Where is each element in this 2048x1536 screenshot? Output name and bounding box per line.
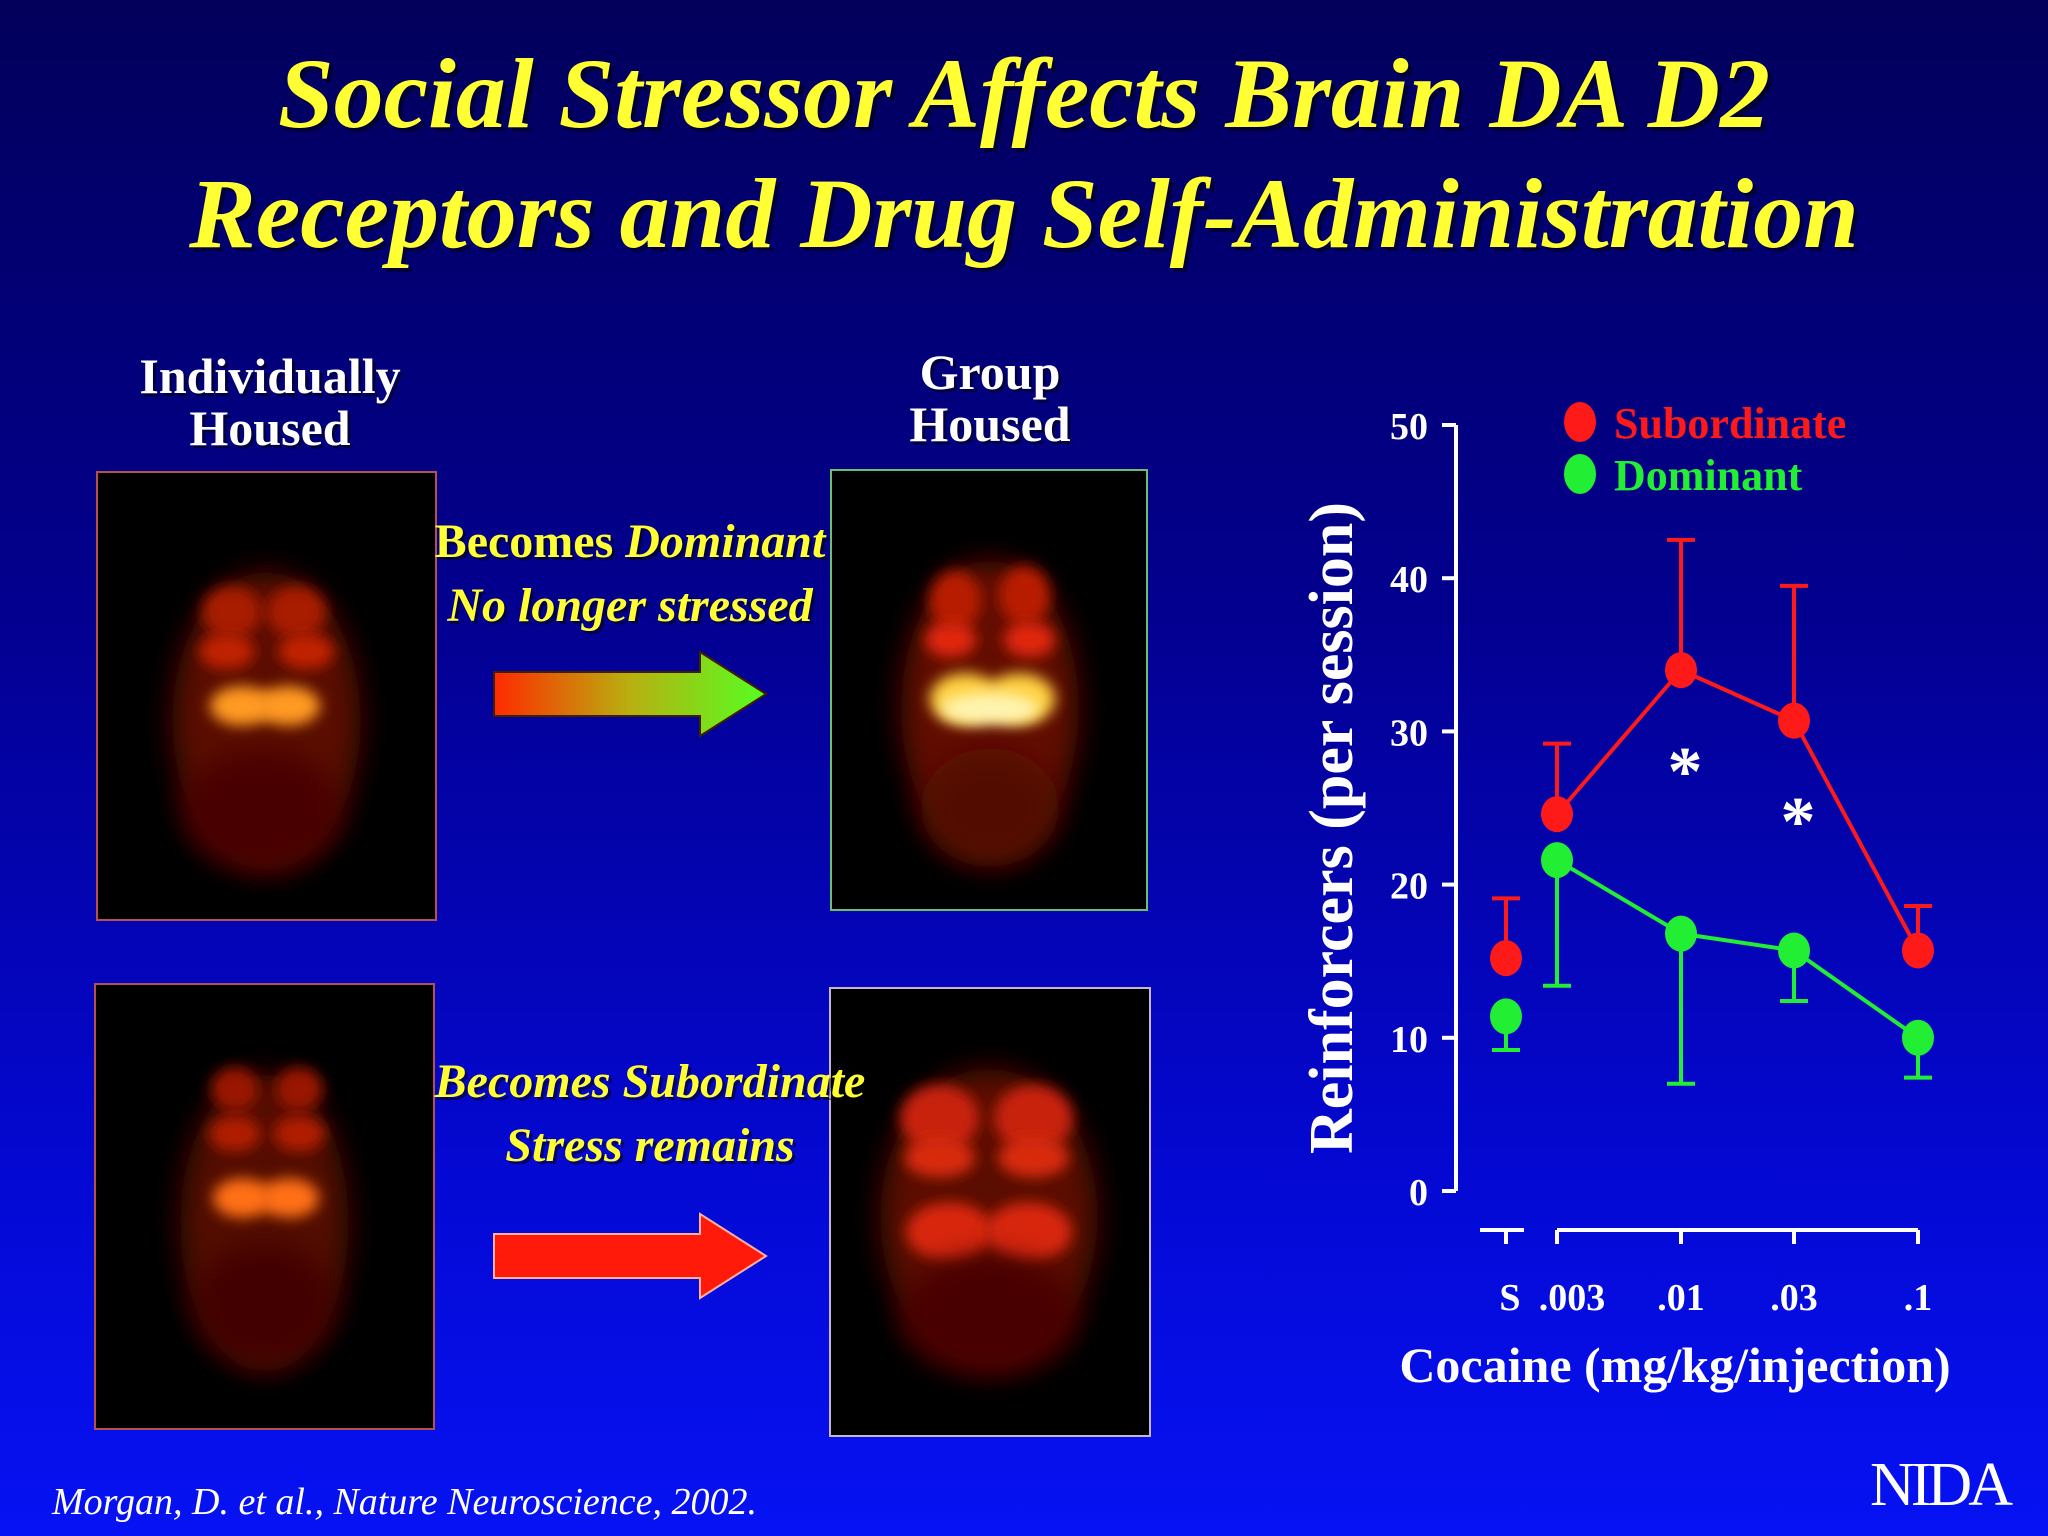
subordinate-transition-text: Becomes Subordinate Stress remains	[370, 1050, 930, 1178]
y-tick-label: 0	[1409, 1172, 1428, 1214]
legend-label-subordinate: Subordinate	[1614, 399, 1846, 448]
reinforcers-chart: 0 10 20 30 40 50 Reinforcers (per session) S .00…	[1298, 399, 1951, 1393]
y-tick-label: 10	[1390, 1019, 1428, 1061]
y-tick-label: 20	[1390, 866, 1428, 908]
x-tick-label: .1	[1904, 1277, 1933, 1319]
series-line-segment	[1680, 931, 1795, 953]
title-line-1: Social Stressor Affects Brain DA D2	[278, 38, 1770, 149]
subordinate-transition-line1: Becomes Subordinate	[434, 1055, 866, 1108]
pet-scan-image	[880, 1068, 1098, 1375]
individually-housed-label: Individually Housed	[100, 350, 440, 454]
individually-housed-line2: Housed	[189, 400, 351, 456]
y-tick-label: 50	[1390, 406, 1428, 448]
scan-individual-top	[96, 471, 437, 921]
significance-asterisk: *	[1668, 734, 1703, 811]
x-tick-label: .03	[1770, 1277, 1818, 1319]
chart-series: **	[1490, 537, 1934, 1086]
x-tick-label: .01	[1657, 1277, 1705, 1319]
title-line-2: Receptors and Drug Self-Administration	[189, 158, 1859, 269]
subordinate-transition-line2: Stress remains	[505, 1119, 795, 1172]
series-line-segment	[1555, 668, 1683, 816]
scan-group-bottom	[829, 987, 1151, 1437]
data-point	[1490, 940, 1522, 977]
series-dominant	[1490, 842, 1934, 1086]
data-point	[1490, 998, 1522, 1035]
dominant-transition-text: Becomes Dominant No longer stressed	[370, 510, 890, 638]
scan-group-top	[830, 469, 1148, 911]
series-subordinate	[1490, 537, 1934, 977]
data-point	[1902, 1019, 1934, 1056]
data-point	[1541, 796, 1573, 833]
legend-marker-dominant	[1564, 454, 1596, 494]
pet-scan-image	[901, 560, 1079, 867]
group-housed-line1: Group	[919, 344, 1061, 400]
pet-scan-image	[172, 572, 361, 870]
legend-marker-subordinate	[1564, 402, 1596, 442]
dominant-word: Dominant	[625, 515, 826, 568]
arrow-gradient-right	[493, 650, 768, 738]
data-point	[1665, 915, 1697, 952]
pet-scan-image	[180, 1067, 349, 1372]
scan-individual-bottom	[94, 983, 435, 1430]
series-line-segment	[1792, 948, 1920, 1040]
data-point	[1665, 652, 1697, 689]
citation: Morgan, D. et al., Nature Neuroscience, …	[52, 1481, 758, 1523]
group-housed-line2: Housed	[909, 396, 1071, 452]
data-point	[1902, 932, 1934, 969]
group-housed-label: Group Housed	[850, 346, 1130, 450]
significance-asterisk: *	[1781, 784, 1816, 861]
x-tick-label: S	[1499, 1277, 1520, 1319]
legend-label-dominant: Dominant	[1614, 451, 1803, 500]
series-line-segment	[1555, 858, 1683, 936]
nida-logo: NIDA	[1870, 1451, 2013, 1519]
x-tick-label: .003	[1539, 1277, 1606, 1319]
dominant-transition-line2: No longer stressed	[447, 579, 813, 632]
individually-housed-line1: Individually	[139, 348, 401, 404]
y-tick-label: 30	[1390, 712, 1428, 754]
chart-axes: 0 10 20 30 40 50 Reinforcers (per session) S .00…	[1298, 406, 1951, 1393]
x-axis-label: Cocaine (mg/kg/injection)	[1399, 1337, 1950, 1393]
data-point	[1778, 702, 1810, 739]
series-line-segment	[1792, 719, 1920, 952]
series-line-segment	[1680, 668, 1795, 723]
dominant-prefix: Becomes	[434, 515, 626, 568]
arrow-red-right	[493, 1212, 768, 1300]
y-axis-label: Reinforcers (per session)	[1298, 502, 1366, 1154]
y-tick-label: 40	[1390, 559, 1428, 601]
data-point	[1778, 932, 1810, 969]
slide-title: Social Stressor Affects Brain DA D2 Rece…	[0, 34, 2048, 274]
dominant-transition-line1: Becomes Dominant	[370, 510, 890, 574]
data-point	[1541, 842, 1573, 879]
